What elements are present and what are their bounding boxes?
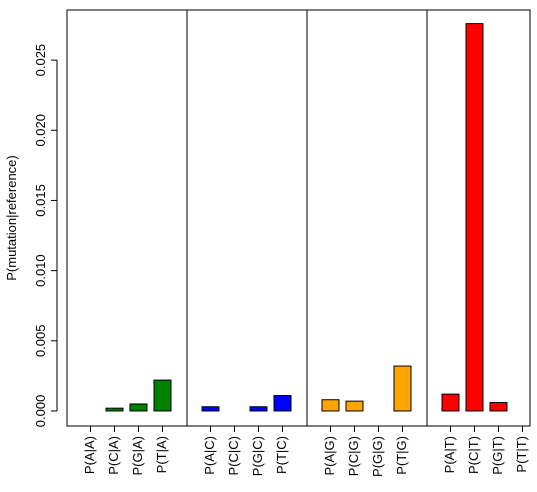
bar-pca [105, 407, 124, 412]
bar-pta [153, 379, 172, 412]
bar-pga [129, 403, 148, 412]
x-tick-label: P(C|A) [106, 436, 121, 475]
x-tick-labels: P(A|A) P(C|A) P(G|A) P(T|A) P(A|C) P(C|C) P(G|… [82, 426, 529, 477]
y-tick-label: 0.005 [33, 325, 48, 358]
x-tick-label: P(G|C) [250, 436, 265, 476]
bar-pcg [345, 400, 364, 412]
bars [105, 23, 508, 412]
x-tick-label: P(T|C) [274, 436, 289, 474]
bar-pgt [489, 402, 508, 412]
x-tick-label: P(C|C) [226, 436, 241, 475]
bar-pac [201, 406, 220, 412]
x-tick-label: P(T|T) [514, 436, 529, 473]
x-tick-label: P(C|T) [466, 436, 481, 474]
bar-pgc [249, 406, 268, 412]
x-tick-label: P(T|A) [154, 436, 169, 473]
bar-pat [441, 393, 460, 412]
x-tick-label: P(A|G) [322, 436, 337, 476]
x-tick-label: P(A|C) [202, 436, 217, 475]
x-tick-label: P(G|A) [130, 436, 145, 476]
y-tick-label: 0.025 [33, 44, 48, 77]
plot-frame [66, 9, 531, 427]
y-tick-label: 0.000 [33, 395, 48, 428]
group-dividers [186, 10, 428, 426]
x-tick-label: P(G|T) [490, 436, 505, 475]
x-tick-label: P(T|G) [394, 436, 409, 475]
y-axis-label: P(mutation|reference) [4, 155, 19, 281]
bar-pct [465, 23, 484, 412]
bar-ptg [393, 365, 412, 412]
bar-pag [321, 399, 340, 412]
x-tick-label: P(C|G) [346, 436, 361, 476]
x-tick-label: P(A|T) [442, 436, 457, 473]
y-tick-label: 0.020 [33, 114, 48, 147]
y-tick-label: 0.010 [33, 254, 48, 287]
bar-ptc [273, 395, 292, 412]
x-tick-label: P(A|A) [82, 436, 97, 474]
y-axis: 0.000 0.005 0.010 0.015 0.020 0.025 [33, 44, 58, 428]
y-tick-label: 0.015 [33, 184, 48, 217]
x-tick-label: P(G|G) [370, 436, 385, 477]
